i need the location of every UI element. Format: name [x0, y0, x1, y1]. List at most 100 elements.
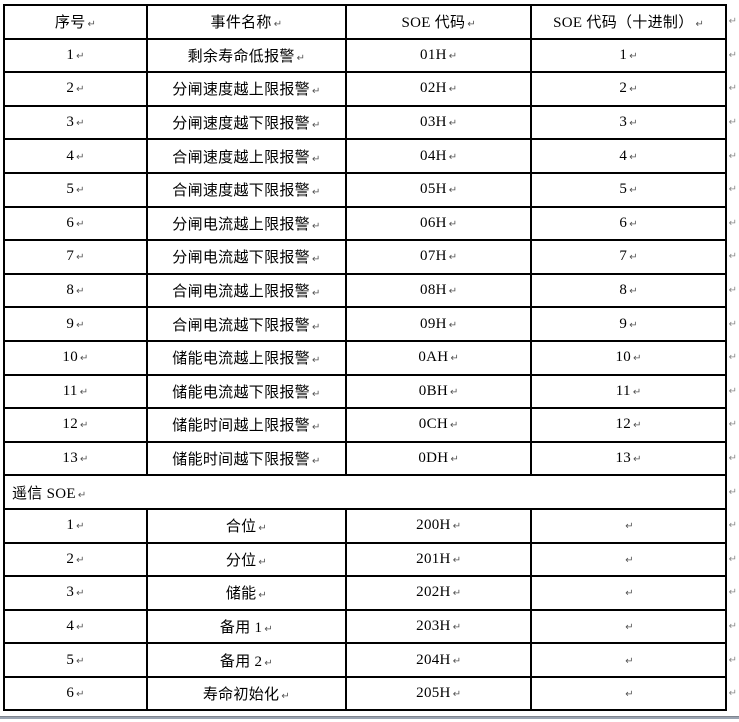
cell-event-name: 寿命初始化 ↵ [145, 675, 347, 712]
paragraph-mark-icon: ↵ [625, 521, 634, 533]
table-row: 6 ↵ 分闸电流越上限报警 ↵ 06H ↵ 6 ↵ ↵ [3, 205, 738, 242]
paragraph-mark-icon: ↵ [311, 120, 321, 132]
paragraph-mark-icon: ↵ [450, 420, 459, 432]
cell-text: 备用 2 [219, 653, 263, 670]
paragraph-mark-icon: ↵ [80, 420, 89, 432]
cell-text: 1 [66, 46, 75, 63]
paragraph-mark-icon: ↵ [448, 218, 458, 230]
paragraph-mark-icon: ↵ [80, 353, 89, 365]
cell-soe-code-decimal: ↵ [530, 675, 727, 712]
cell-soe-code-decimal: 8 ↵ [530, 272, 727, 309]
soe-code-table: 序号 ↵ 事件名称 ↵ SOE 代码 ↵ SOE 代码（十进制） ↵ ↵ 1 ↵ 剩余寿命低报警 ↵ 01… [3, 4, 739, 712]
cell-serial-number: 8 ↵ [3, 272, 148, 309]
cell-text: 4 [66, 147, 75, 164]
cell-soe-code: 204H ↵ [344, 642, 533, 678]
cell-soe-code-decimal: ↵ [530, 541, 727, 578]
row-end-marker-icon: ↵ [728, 16, 737, 28]
paragraph-mark-icon: ↵ [76, 319, 85, 331]
paragraph-mark-icon: ↵ [76, 84, 85, 96]
paragraph-mark-icon: ↵ [311, 288, 321, 300]
cell-event-name: 储能时间越上限报警 ↵ [145, 407, 347, 443]
cell-event-name: 分位 ↵ [145, 541, 347, 578]
cell-soe-code-decimal: 6 ↵ [530, 205, 727, 242]
cell-text: 8 [66, 282, 75, 299]
cell-event-name: 储能时间越下限报警 ↵ [145, 440, 347, 477]
paragraph-mark-icon: ↵ [448, 118, 458, 130]
paragraph-mark-icon: ↵ [87, 19, 96, 31]
cell-serial-number: 12 ↵ [3, 407, 148, 443]
table-row: 5 ↵ 合闸速度越下限报警 ↵ 05H ↵ 5 ↵ ↵ [3, 171, 738, 208]
paragraph-mark-icon: ↵ [629, 151, 638, 163]
paragraph-mark-icon: ↵ [629, 218, 638, 230]
paragraph-mark-icon: ↵ [264, 623, 273, 635]
row-end-marker-icon: ↵ [728, 453, 737, 465]
cell-text: SOE 代码 [401, 15, 466, 32]
cell-text: 剩余寿命低报警 [187, 48, 295, 65]
cell-event-name: 合闸速度越下限报警 ↵ [145, 171, 347, 208]
window-bottom-edge [0, 716, 739, 719]
cell-text: 5 [619, 181, 628, 198]
table-row: 3 ↵ 分闸速度越下限报警 ↵ 03H ↵ 3 ↵ ↵ [3, 104, 738, 141]
cell-soe-code: 03H ↵ [344, 104, 533, 141]
cell-soe-code: 201H ↵ [344, 541, 533, 578]
cell-serial-number: 4 ↵ [3, 608, 148, 645]
table-row: 7 ↵ 分闸电流越下限报警 ↵ 07H ↵ 7 ↵ ↵ [3, 239, 738, 275]
cell-text: 205H [416, 685, 451, 702]
cell-text: 06H [420, 214, 447, 231]
paragraph-mark-icon: ↵ [695, 19, 704, 31]
cell-serial-number: 1 ↵ [3, 507, 148, 544]
cell-text: 3 [66, 114, 75, 131]
cell-text: 12 [62, 416, 79, 433]
paragraph-mark-icon: ↵ [76, 286, 85, 298]
paragraph-mark-icon: ↵ [450, 386, 459, 398]
row-end-marker-icon: ↵ [728, 553, 737, 565]
table-row: 11 ↵ 储能电流越下限报警 ↵ 0BH ↵ 11 ↵ ↵ [3, 373, 738, 410]
paragraph-mark-icon: ↵ [452, 588, 462, 600]
row-end-marker-icon: ↵ [728, 385, 737, 397]
cell-soe-code-decimal: ↵ [530, 507, 727, 544]
cell-text: 9 [619, 315, 628, 332]
cell-soe-code: 0AH ↵ [344, 339, 533, 376]
cell-text: 分闸速度越上限报警 [172, 82, 310, 99]
cell-soe-code-decimal: 7 ↵ [530, 239, 727, 275]
paragraph-mark-icon: ↵ [273, 19, 283, 31]
cell-text: 02H [420, 80, 447, 97]
row-end-marker-icon: ↵ [728, 419, 737, 431]
paragraph-mark-icon: ↵ [450, 353, 459, 365]
paragraph-mark-icon: ↵ [629, 319, 638, 331]
cell-event-name: 合闸速度越上限报警 ↵ [145, 138, 347, 174]
paragraph-mark-icon: ↵ [76, 151, 85, 163]
paragraph-mark-icon: ↵ [625, 655, 634, 667]
table-row: 4 ↵ 合闸速度越上限报警 ↵ 04H ↵ 4 ↵ ↵ [3, 138, 738, 174]
cell-text: 4 [619, 147, 628, 164]
cell-text: 01H [420, 46, 447, 63]
paragraph-mark-icon: ↵ [629, 286, 638, 298]
cell-soe-code-decimal: ↵ [530, 642, 727, 678]
header-cell: 序号 ↵ [3, 4, 148, 40]
cell-text: 202H [416, 584, 451, 601]
header-cell: SOE 代码（十进制） ↵ [530, 4, 727, 40]
table-row: 1 ↵ 合位 ↵ 200H ↵ ↵ ↵ [3, 507, 738, 544]
cell-text: 03H [420, 114, 447, 131]
cell-text: 2 [66, 550, 75, 567]
cell-text: 储能时间越下限报警 [172, 452, 310, 469]
paragraph-mark-icon: ↵ [76, 689, 85, 701]
cell-event-name: 储能电流越下限报警 ↵ [145, 373, 347, 410]
cell-text: 9 [66, 315, 75, 332]
cell-text: 11 [62, 382, 78, 399]
row-end-marker-icon: ↵ [728, 49, 737, 61]
table-row: 2 ↵ 分位 ↵ 201H ↵ ↵ ↵ [3, 541, 738, 578]
cell-serial-number: 5 ↵ [3, 171, 148, 208]
cell-text: 2 [66, 80, 75, 97]
cell-event-name: 储能电流越上限报警 ↵ [145, 339, 347, 376]
row-end-marker-icon: ↵ [728, 217, 737, 229]
paragraph-mark-icon: ↵ [311, 456, 321, 468]
paragraph-mark-icon: ↵ [625, 621, 634, 633]
cell-text: 05H [420, 181, 447, 198]
paragraph-mark-icon: ↵ [311, 187, 321, 199]
cell-serial-number: 5 ↵ [3, 642, 148, 678]
cell-text: 分位 [225, 552, 257, 569]
cell-soe-code-decimal: ↵ [530, 575, 727, 611]
paragraph-mark-icon: ↵ [76, 621, 85, 633]
cell-serial-number: 3 ↵ [3, 104, 148, 141]
